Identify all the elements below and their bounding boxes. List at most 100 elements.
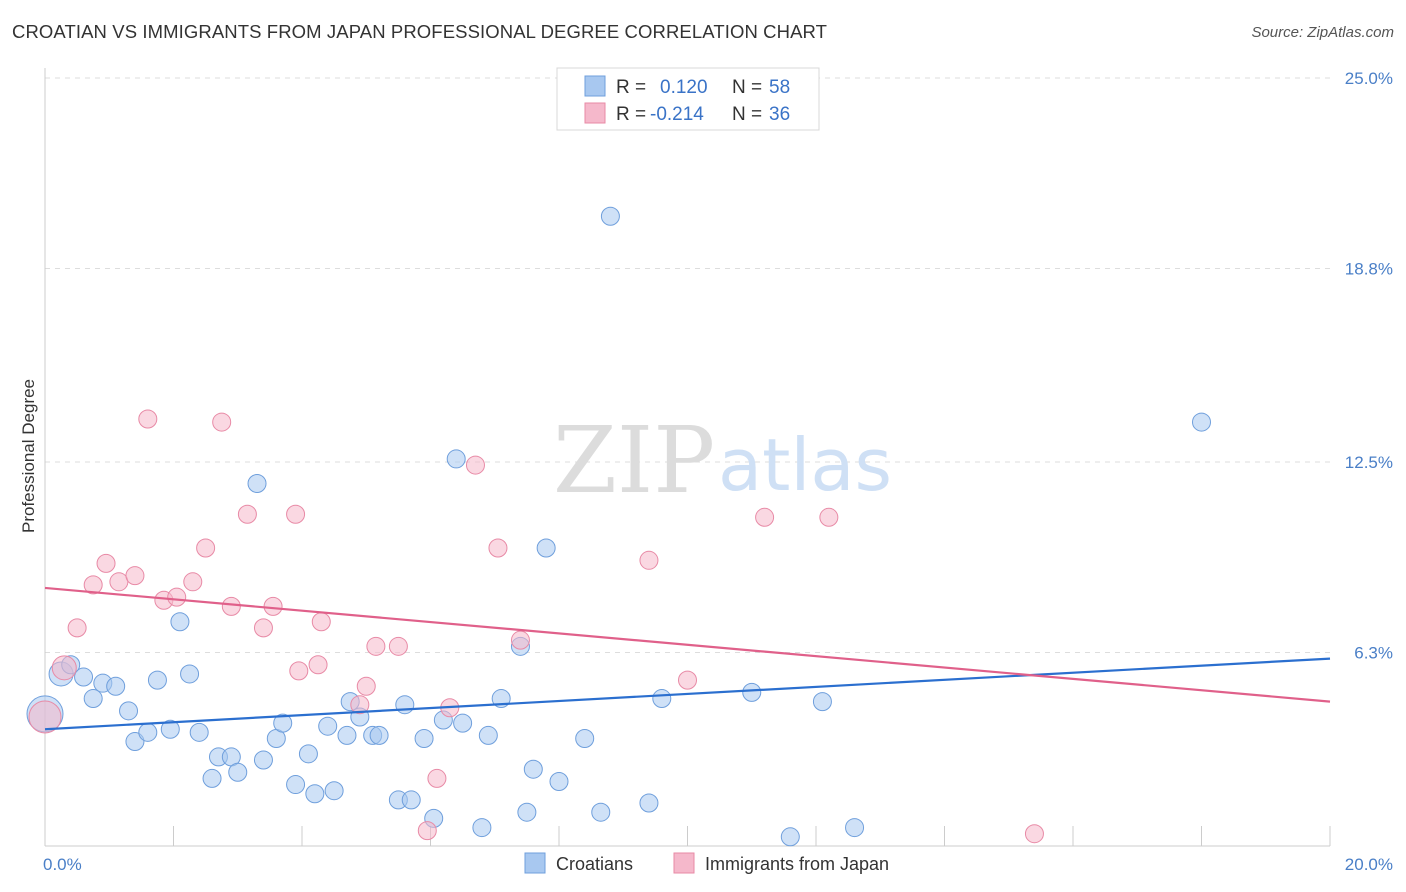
point-croatians-53 (652, 689, 672, 709)
point-japan-21 (350, 695, 370, 715)
point-croatians-20 (253, 750, 273, 770)
point-japan-16 (263, 596, 283, 616)
point-croatians-34 (395, 695, 415, 715)
point-japan-15 (253, 618, 273, 638)
point-croatians-41 (472, 818, 492, 838)
point-japan-30 (510, 630, 530, 650)
point-croatians-14 (189, 722, 209, 742)
point-croatians-4 (83, 689, 103, 709)
point-croatians-22 (273, 713, 293, 733)
point-croatians-50 (591, 802, 611, 822)
x-tick-label-min: 0.0% (43, 855, 82, 874)
y-tick-label-0: 6.3% (1354, 643, 1393, 662)
point-japan-13 (221, 596, 241, 616)
trend-lines (44, 586, 1331, 731)
point-japan-12 (212, 412, 232, 432)
point-croatians-32 (369, 725, 389, 745)
point-japan-14 (237, 504, 257, 524)
point-japan-29 (488, 538, 508, 558)
point-croatians-57 (845, 818, 865, 838)
point-japan-7 (138, 409, 158, 429)
point-croatians-47 (536, 538, 556, 558)
data-points (26, 206, 1211, 847)
watermark-zip: ZIP (553, 407, 715, 514)
tick-labels: 6.3% 12.5% 18.8% 25.0% 0.0% 20.0% (43, 69, 1393, 874)
point-japan-23 (366, 636, 386, 656)
point-croatians-35 (401, 790, 421, 810)
legend-box: R = 0.120 N = 58 R = -0.214 N = 36 (556, 67, 820, 131)
point-croatians-19 (247, 474, 267, 494)
bottom-legend-swatch-japan (673, 852, 695, 874)
point-croatians-8 (125, 732, 145, 752)
point-croatians-26 (318, 716, 338, 736)
bottom-legend-croatians: Croatians (556, 854, 633, 874)
y-axis-label: Professional Degree (19, 379, 38, 533)
point-japan-28 (465, 455, 485, 475)
gridlines (45, 77, 1330, 653)
point-japan-17 (286, 504, 306, 524)
point-croatians-54 (742, 682, 762, 702)
point-croatians-36 (414, 728, 434, 748)
point-croatians-7 (119, 701, 139, 721)
legend-n-label-0: N = (732, 77, 762, 98)
point-japan-6 (125, 566, 145, 586)
point-japan-19 (308, 655, 328, 675)
point-croatians-12 (170, 612, 190, 632)
y-tick-label-2: 18.8% (1345, 259, 1393, 278)
point-japan-0 (28, 700, 62, 734)
point-japan-35 (1024, 824, 1044, 844)
point-japan-2 (67, 618, 87, 638)
legend-n-value-1: 36 (769, 104, 790, 125)
point-japan-11 (196, 538, 216, 558)
point-croatians-3 (74, 667, 94, 687)
point-japan-25 (417, 821, 437, 841)
trend-line-japan (44, 586, 1331, 703)
point-croatians-56 (812, 692, 832, 712)
y-tick-label-3: 25.0% (1345, 69, 1393, 88)
watermark-atlas: atlas (718, 423, 892, 507)
point-croatians-48 (549, 771, 569, 791)
watermark: ZIP atlas (553, 407, 892, 514)
point-japan-10 (183, 572, 203, 592)
point-croatians-24 (298, 744, 318, 764)
point-japan-9 (167, 587, 187, 607)
legend-r-value-0: 0.120 (660, 77, 708, 98)
legend-swatch-japan (584, 102, 606, 124)
point-croatians-15 (202, 768, 222, 788)
point-croatians-10 (147, 670, 167, 690)
point-croatians-52 (639, 793, 659, 813)
point-croatians-18 (228, 762, 248, 782)
point-japan-32 (678, 670, 697, 690)
x-tick-label-max: 20.0% (1345, 855, 1393, 874)
point-croatians-55 (780, 827, 800, 847)
point-croatians-51 (600, 206, 620, 226)
bottom-legend: Croatians Immigrants from Japan (524, 852, 889, 874)
point-japan-31 (639, 550, 659, 570)
point-croatians-28 (337, 725, 357, 745)
point-japan-22 (356, 676, 376, 696)
legend-n-value-0: 58 (769, 77, 790, 98)
legend-r-value-1: -0.214 (650, 104, 704, 125)
point-croatians-39 (446, 449, 466, 469)
point-japan-1 (51, 655, 77, 681)
chart-title: CROATIAN VS IMMIGRANTS FROM JAPAN PROFES… (12, 21, 828, 42)
bottom-legend-japan: Immigrants from Japan (705, 854, 889, 874)
point-croatians-23 (286, 775, 306, 795)
point-croatians-11 (160, 719, 180, 739)
bottom-legend-swatch-croatians (524, 852, 546, 874)
point-croatians-40 (453, 713, 473, 733)
legend-r-label-0: R = (616, 77, 646, 98)
point-croatians-6 (106, 676, 126, 696)
source-label: Source: ZipAtlas.com (1251, 24, 1394, 41)
point-croatians-49 (575, 728, 595, 748)
point-japan-34 (819, 507, 839, 527)
point-croatians-27 (324, 781, 344, 801)
point-croatians-9 (138, 722, 158, 742)
y-tick-label-1: 12.5% (1345, 453, 1393, 472)
trend-line-croatians (44, 657, 1331, 731)
legend-n-label-1: N = (732, 104, 762, 125)
point-croatians-42 (478, 725, 498, 745)
point-croatians-45 (517, 802, 537, 822)
point-japan-5 (109, 572, 129, 592)
